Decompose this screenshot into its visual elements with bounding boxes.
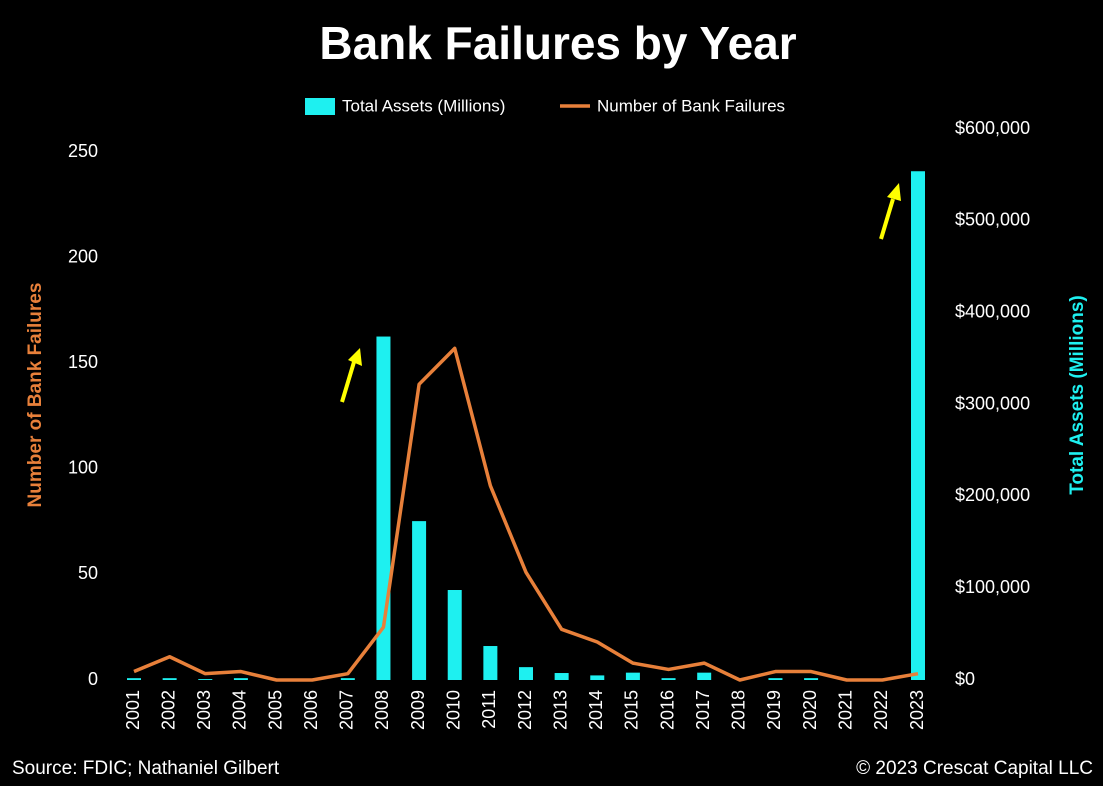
y2-tick-label: $600,000 — [955, 118, 1030, 138]
x-tick-label: 2003 — [194, 690, 214, 730]
x-tick-label: 2020 — [800, 690, 820, 730]
y2-tick-label: $200,000 — [955, 485, 1030, 505]
bar — [198, 679, 213, 680]
legend-label: Number of Bank Failures — [597, 96, 785, 115]
y2-tick-label: $100,000 — [955, 577, 1030, 597]
bar — [483, 646, 498, 680]
y-tick-label: 200 — [68, 246, 98, 266]
x-tick-label: 2005 — [265, 690, 285, 730]
x-tick-label: 2011 — [479, 690, 499, 729]
y2-tick-label: $300,000 — [955, 393, 1030, 413]
x-tick-label: 2023 — [907, 690, 927, 730]
bar — [625, 672, 640, 680]
y2-tick-label: $400,000 — [955, 301, 1030, 321]
annotation-arrow — [879, 183, 901, 240]
bar — [412, 521, 427, 680]
annotation-arrow — [340, 348, 362, 403]
copyright-note: © 2023 Crescat Capital LLC — [856, 758, 1093, 779]
bar — [519, 667, 533, 680]
x-tick-label: 2013 — [550, 690, 570, 730]
y-tick-label: 100 — [68, 458, 98, 478]
y-tick-label: 0 — [88, 669, 98, 689]
source-note: Source: FDIC; Nathaniel Gilbert — [12, 758, 280, 779]
x-tick-label: 2015 — [622, 690, 642, 730]
bar — [590, 675, 605, 680]
bar — [554, 673, 569, 680]
x-tick-label: 2017 — [693, 690, 713, 730]
bar — [804, 678, 819, 680]
y2-tick-label: $0 — [955, 669, 975, 689]
x-tick-label: 2010 — [443, 690, 463, 730]
x-tick-label: 2006 — [301, 690, 321, 730]
x-tick-label: 2021 — [835, 690, 855, 730]
y2-axis-title: Total Assets (Millions) — [1067, 295, 1088, 495]
legend-label: Total Assets (Millions) — [342, 96, 505, 115]
x-tick-label: 2018 — [729, 690, 749, 730]
bar — [661, 678, 676, 680]
bar — [233, 678, 248, 680]
y-axis-title: Number of Bank Failures — [25, 283, 46, 508]
x-tick-label: 2007 — [337, 690, 357, 730]
x-tick-label: 2004 — [230, 690, 250, 730]
y-tick-label: 150 — [68, 352, 98, 372]
line — [133, 346, 919, 682]
x-tick-label: 2009 — [408, 690, 428, 730]
x-tick-label: 2001 — [123, 690, 143, 730]
x-tick-label: 2002 — [158, 690, 178, 730]
bar — [768, 678, 783, 680]
x-tick-label: 2012 — [515, 690, 535, 730]
x-tick-label: 2014 — [586, 690, 606, 730]
x-tick-label: 2016 — [657, 690, 677, 730]
chart-title: Bank Failures by Year — [319, 17, 796, 69]
legend-swatch — [305, 98, 335, 115]
y2-tick-label: $500,000 — [955, 210, 1030, 230]
y-tick-label: 250 — [68, 141, 98, 161]
bar — [162, 678, 177, 680]
bar — [697, 672, 712, 680]
x-tick-label: 2019 — [764, 690, 784, 730]
y-tick-label: 50 — [78, 563, 98, 583]
bar — [127, 678, 141, 680]
bar — [447, 590, 462, 680]
x-tick-label: 2022 — [871, 690, 891, 730]
bar — [340, 678, 355, 680]
bar — [911, 171, 925, 680]
x-tick-label: 2008 — [372, 690, 392, 730]
